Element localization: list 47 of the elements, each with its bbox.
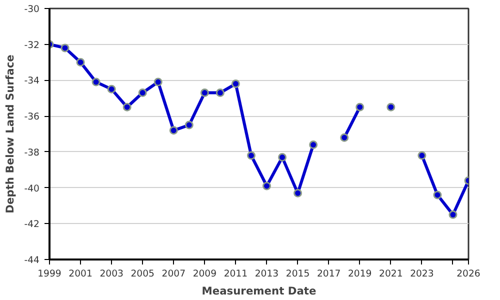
y-tick-label: -36 [24, 112, 40, 123]
point [356, 102, 364, 112]
point [76, 58, 85, 67]
point [231, 80, 240, 88]
point [418, 151, 426, 160]
x-tick-label: 2023 [410, 268, 434, 280]
x-tick-label: 2026 [456, 268, 480, 280]
point [386, 102, 396, 112]
y-tick-label: -44 [24, 255, 40, 266]
x-tick-label: 2009 [192, 268, 217, 280]
point [448, 210, 458, 219]
point [184, 120, 194, 130]
x-tick-label: 2005 [130, 268, 155, 280]
point [200, 88, 209, 98]
point [433, 190, 442, 200]
x-tick-label: 2007 [162, 268, 186, 280]
point [294, 188, 302, 198]
x-tick-label: 2013 [254, 268, 279, 280]
point [278, 153, 287, 162]
y-axis-title: Depth Below Land Surface [3, 54, 16, 214]
x-tick-label: 2003 [100, 268, 124, 280]
point [154, 78, 162, 86]
point [216, 88, 224, 98]
x-tick-label: 2011 [224, 268, 248, 280]
x-tick-label: 2021 [379, 268, 403, 280]
point [262, 182, 272, 190]
point [309, 140, 318, 149]
point [246, 151, 256, 160]
point [60, 44, 70, 52]
x-tick-label: 2001 [68, 268, 92, 280]
point [92, 78, 100, 86]
y-tick-label: -40 [24, 183, 40, 194]
x-tick-label: 2019 [348, 268, 372, 280]
x-axis-title: Measurement Date [202, 284, 316, 298]
x-tick-label: 2017 [316, 268, 341, 280]
x-tick-label: 1999 [38, 268, 62, 280]
point [107, 84, 116, 94]
point [169, 126, 178, 135]
y-tick-label: -34 [24, 76, 40, 87]
y-tick-label: -30 [24, 4, 40, 15]
x-tick-label: 2015 [286, 268, 310, 280]
y-tick-label: -42 [24, 219, 40, 230]
point [122, 102, 132, 112]
point [340, 133, 349, 142]
point [138, 88, 147, 98]
y-tick-label: -32 [24, 40, 40, 51]
y-tick-label: -38 [24, 147, 40, 158]
